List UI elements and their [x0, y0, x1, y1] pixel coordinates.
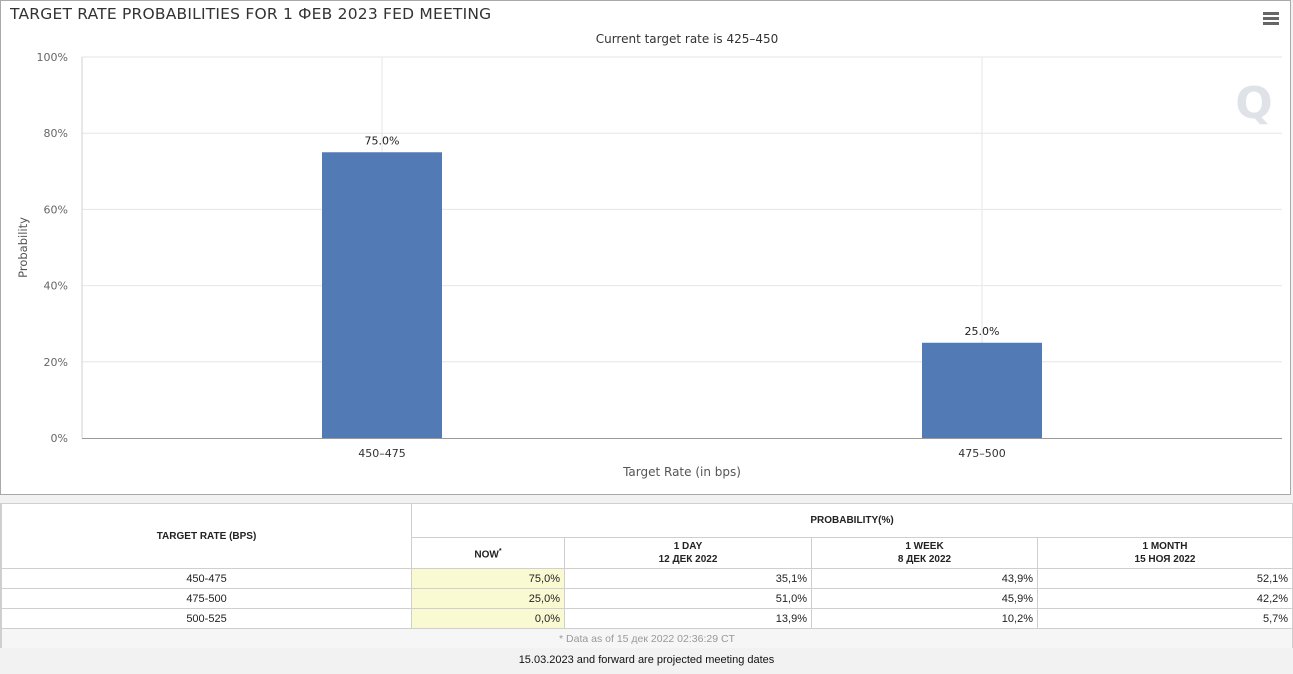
chart-panel: TARGET RATE PROBABILITIES FOR 1 ФЕВ 2023… [0, 0, 1291, 495]
probability-table-panel: TARGET RATE (BPS) PROBABILITY(%) NOW* 1 … [0, 503, 1293, 648]
value-cell: 45,9% [811, 588, 1038, 609]
y-tick-label: 100% [37, 51, 68, 64]
value-cell: 52,1% [1036, 568, 1293, 589]
menu-icon[interactable] [1263, 12, 1279, 26]
value-cell: 42,2% [1036, 588, 1293, 609]
value-cell: 5,7% [1036, 608, 1293, 629]
bar [922, 342, 1042, 438]
x-tick-label: 475–500 [958, 447, 1006, 460]
probability-table: TARGET RATE (BPS) PROBABILITY(%) NOW* 1 … [0, 503, 1293, 648]
y-tick-label: 60% [44, 203, 68, 216]
value-cell: 35,1% [564, 568, 812, 589]
column-1-month: 1 MONTH 15 НОЯ 2022 [1036, 537, 1293, 569]
table-row: 500-525 0,0% 13,9% 10,2% 5,7% [1, 608, 1293, 629]
bar-chart: Current target rate is 425–450 Q 0% 20% 40% 6… [16, 32, 1282, 479]
watermark-logo: Q [1235, 78, 1272, 129]
chart-title: TARGET RATE PROBABILITIES FOR 1 ФЕВ 2023… [10, 5, 492, 23]
column-1-day: 1 DAY 12 ДЕК 2022 [564, 537, 812, 569]
header-target-rate: TARGET RATE (BPS) [1, 503, 412, 569]
y-tick-label: 20% [44, 356, 68, 369]
value-cell: 43,9% [811, 568, 1038, 589]
data-timestamp-note: * Data as of 15 дек 2022 02:36:29 CT [0, 628, 1293, 648]
rate-cell: 450-475 [1, 568, 412, 589]
data-label: 25.0% [965, 325, 1000, 338]
x-axis-title: Target Rate (in bps) [622, 465, 741, 479]
y-tick-label: 0% [51, 432, 68, 445]
value-cell: 75,0% [411, 568, 565, 589]
column-1-week: 1 WEEK 8 ДЕК 2022 [811, 537, 1038, 569]
footer-note: 15.03.2023 and forward are projected mee… [518, 654, 775, 666]
bar [322, 152, 442, 438]
value-cell: 25,0% [411, 588, 565, 609]
y-tick-label: 40% [44, 280, 68, 293]
value-cell: 13,9% [564, 608, 812, 629]
y-axis-title: Probability [16, 217, 30, 278]
rate-cell: 475-500 [1, 588, 412, 609]
header-probability: PROBABILITY(%) [410, 503, 1293, 538]
chart-subtitle: Current target rate is 425–450 [596, 32, 779, 46]
value-cell: 10,2% [811, 608, 1038, 629]
data-label: 75.0% [365, 134, 400, 147]
table-row: 475-500 25,0% 51,0% 45,9% 42,2% [1, 588, 1293, 609]
value-cell: 0,0% [411, 608, 565, 629]
y-tick-label: 80% [44, 127, 68, 140]
table-row: 450-475 75,0% 35,1% 43,9% 52,1% [1, 568, 1293, 589]
rate-cell: 500-525 [1, 608, 412, 629]
value-cell: 51,0% [564, 588, 812, 609]
x-tick-label: 450–475 [358, 447, 406, 460]
column-now: NOW* [411, 537, 565, 569]
